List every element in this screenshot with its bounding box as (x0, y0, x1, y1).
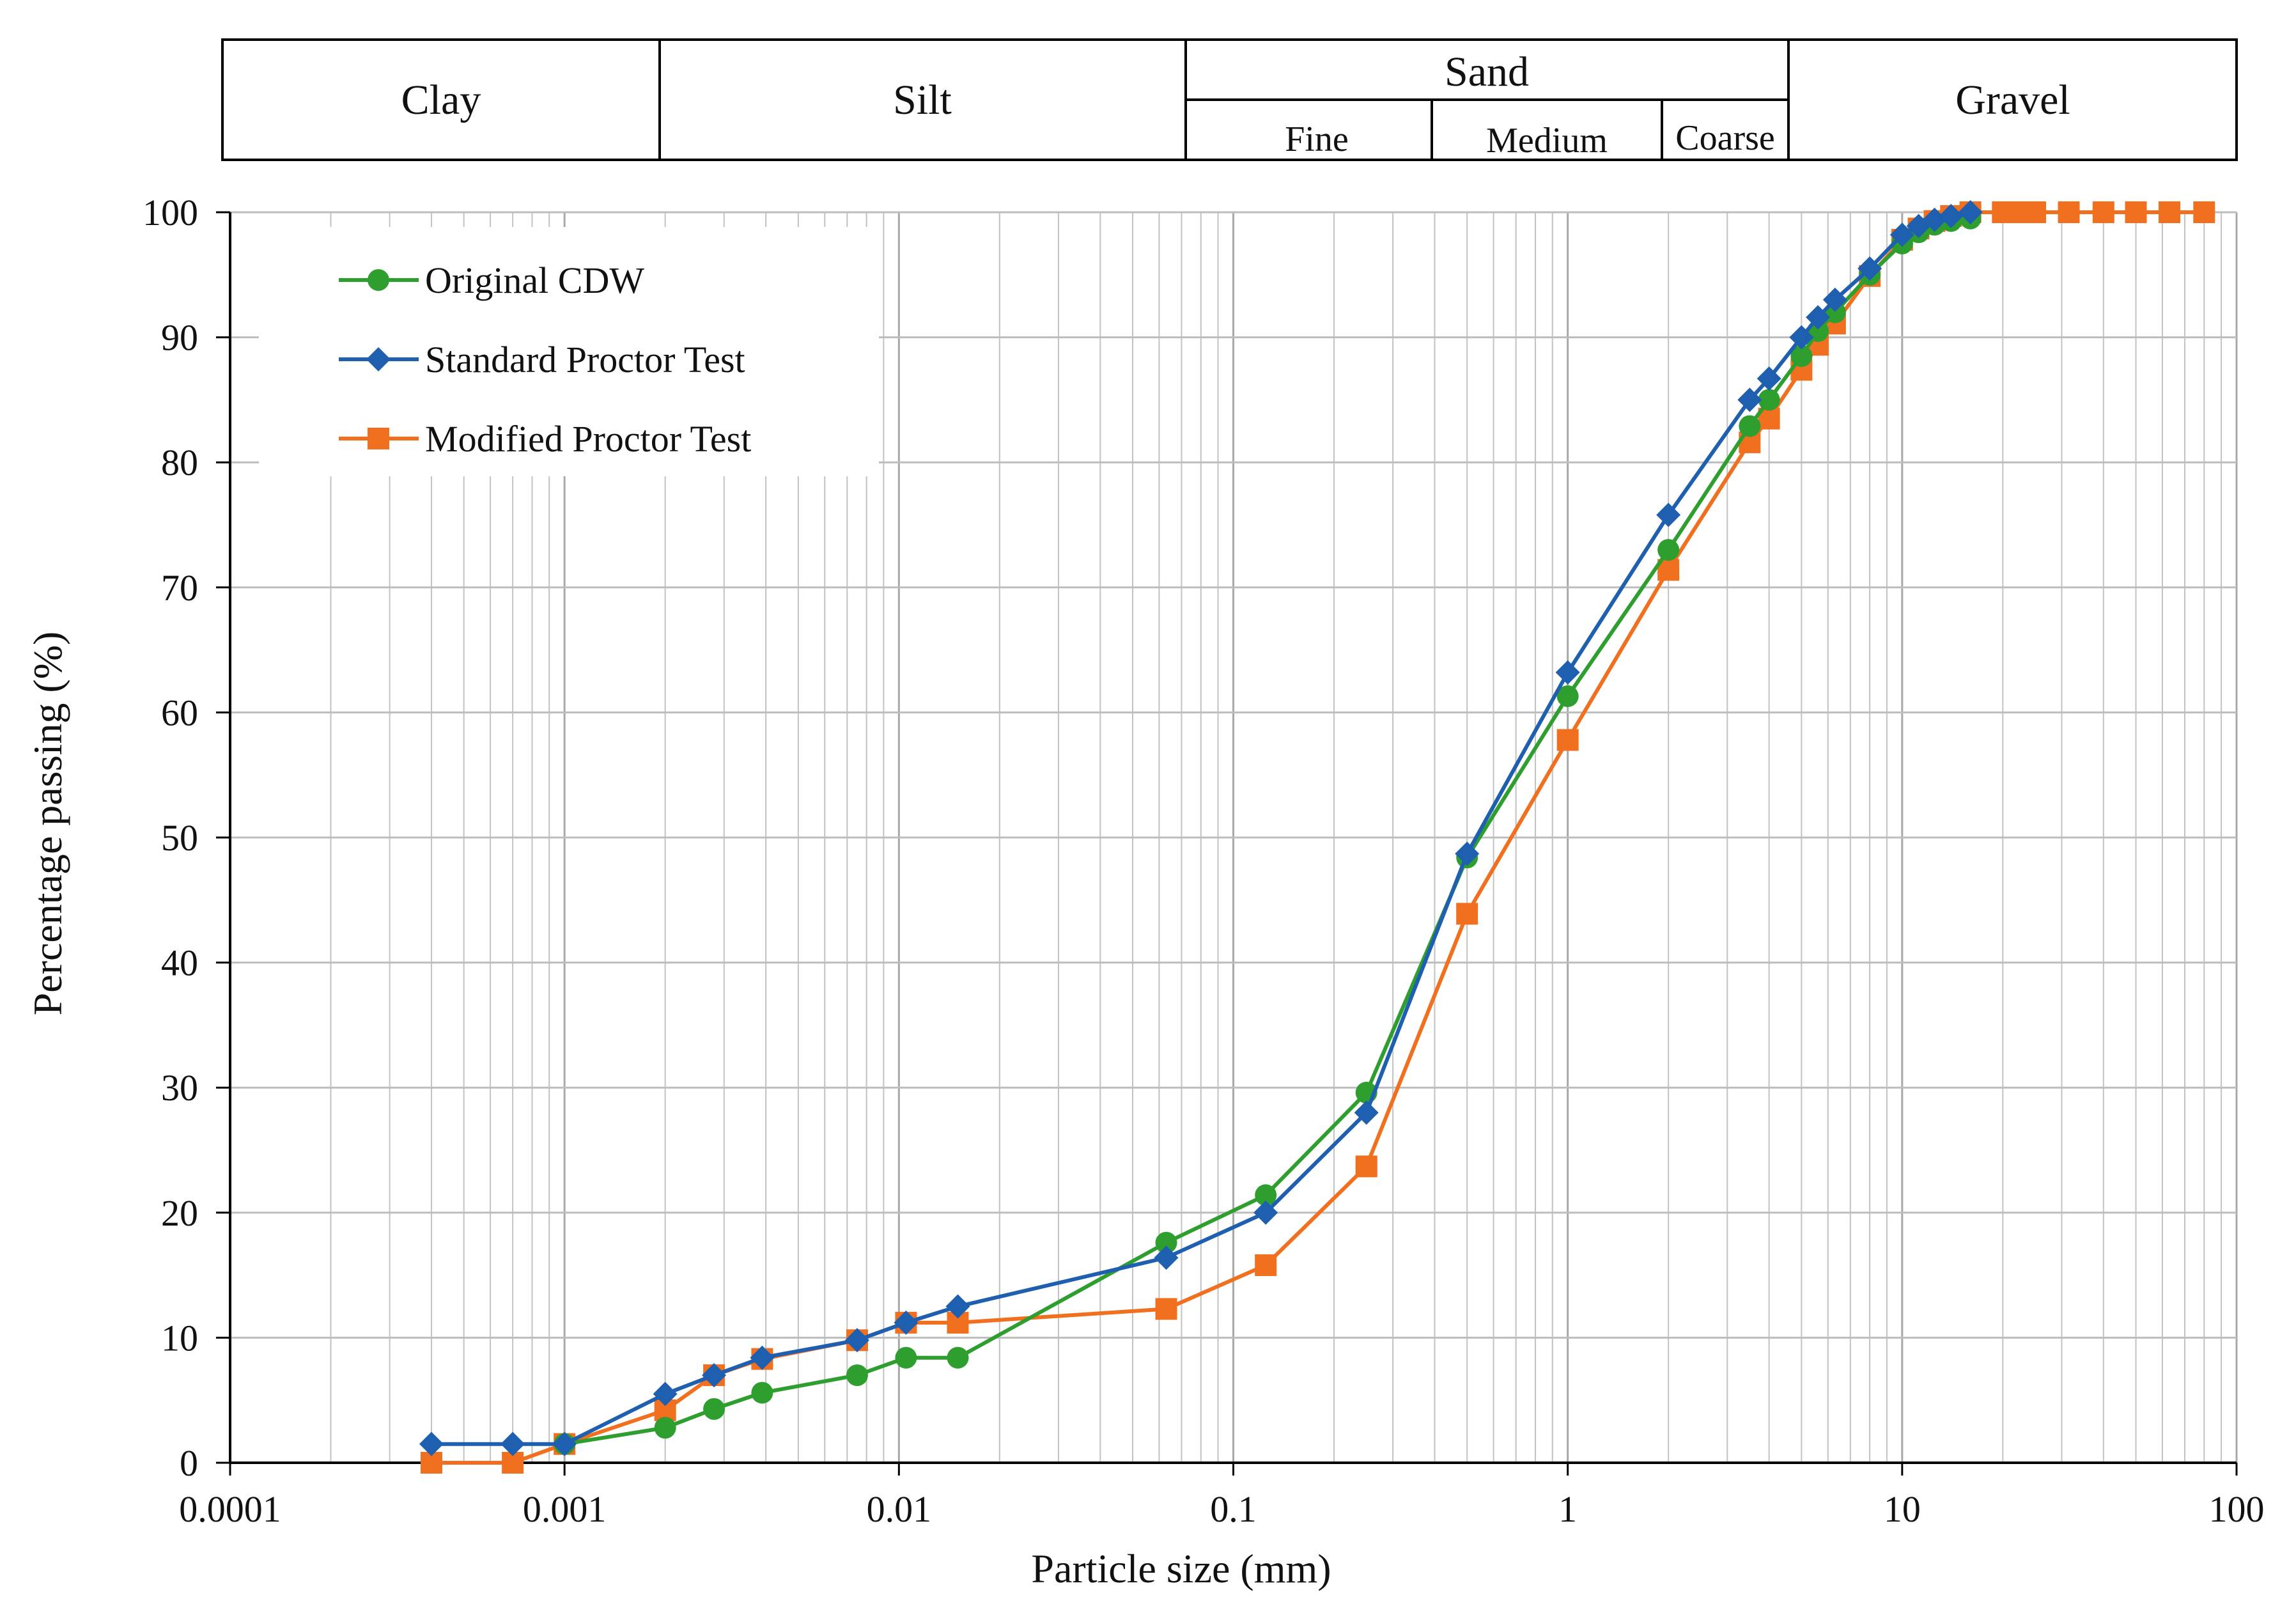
legend-label-standard-proctor-test: Standard Proctor Test (425, 339, 745, 380)
legend-entry-standard-proctor-test: Standard Proctor Test (339, 339, 745, 380)
y-axis-title: Percentage passing (%) (25, 632, 70, 1016)
data-point-modified-proctor-test (2159, 201, 2181, 223)
data-point-standard-proctor-test (653, 1382, 678, 1407)
data-point-original-cdw (1790, 345, 1813, 367)
sand-coarse-label: Coarse (1675, 118, 1775, 158)
data-point-original-cdw (1155, 1231, 1177, 1254)
legend-entry-modified-proctor-test: Modified Proctor Test (339, 418, 751, 460)
data-point-original-cdw (1255, 1184, 1277, 1206)
x-axis-title: Particle size (mm) (1031, 1546, 1331, 1591)
legend-entry-original-cdw: Original CDW (339, 260, 644, 301)
data-point-standard-proctor-test (945, 1294, 970, 1319)
x-tick-label: 1 (1558, 1488, 1577, 1530)
sand-label: Sand (1445, 49, 1529, 95)
series-standard-proctor-test (419, 200, 1983, 1456)
chart-legend: Original CDW Standard Proctor Test Modifie… (259, 227, 879, 476)
y-tick-label: 20 (161, 1192, 198, 1234)
y-tick-label: 90 (161, 317, 198, 359)
data-point-modified-proctor-test (2024, 201, 2047, 223)
data-point-standard-proctor-test (1922, 207, 1947, 232)
legend-marker-modified-proctor-test (368, 428, 389, 449)
data-point-original-cdw (895, 1346, 917, 1369)
x-tick-label: 0.0001 (179, 1488, 281, 1530)
y-tick-label: 50 (161, 817, 198, 859)
data-point-original-cdw (1657, 539, 1680, 561)
data-point-standard-proctor-test (1806, 305, 1831, 330)
data-point-standard-proctor-test (1822, 287, 1847, 312)
data-point-standard-proctor-test (552, 1431, 577, 1456)
data-point-standard-proctor-test (702, 1363, 727, 1388)
x-tick-label: 10 (1884, 1488, 1921, 1530)
y-tick-label: 10 (161, 1317, 198, 1359)
y-tick-label: 40 (161, 942, 198, 984)
legend-label-original-cdw: Original CDW (425, 260, 644, 301)
data-point-standard-proctor-test (1858, 256, 1882, 281)
sand-medium-label: Medium (1486, 121, 1608, 160)
legend-label-modified-proctor-test: Modified Proctor Test (425, 418, 751, 460)
data-point-modified-proctor-test (2092, 201, 2114, 223)
data-point-modified-proctor-test (1556, 729, 1579, 751)
data-point-standard-proctor-test (1253, 1200, 1278, 1225)
x-tick-label: 0.1 (1210, 1488, 1257, 1530)
data-point-original-cdw (703, 1398, 725, 1420)
x-tick-label: 0.01 (867, 1488, 932, 1530)
data-point-original-cdw (1739, 415, 1761, 437)
data-point-standard-proctor-test (844, 1328, 869, 1353)
silt-label: Silt (893, 77, 952, 123)
data-point-original-cdw (751, 1382, 773, 1404)
data-point-standard-proctor-test (1789, 325, 1814, 350)
classification-table-frame (221, 38, 2238, 161)
data-point-modified-proctor-test (2125, 201, 2147, 223)
data-point-standard-proctor-test (1455, 841, 1480, 866)
data-point-standard-proctor-test (894, 1310, 919, 1335)
plot-axes: 0 10 20 30 40 50 60 70 80 90 100 0.0001 0.001 0.01 0.1… (143, 192, 2265, 1530)
data-point-standard-proctor-test (1737, 387, 1762, 412)
data-point-original-cdw (1556, 685, 1579, 707)
data-point-standard-proctor-test (1656, 503, 1681, 527)
x-tick-label: 100 (2209, 1488, 2265, 1530)
data-point-modified-proctor-test (2193, 201, 2215, 223)
y-tick-label: 80 (161, 442, 198, 483)
y-tick-label: 60 (161, 692, 198, 733)
y-tick-label: 30 (161, 1067, 198, 1109)
data-point-original-cdw (654, 1417, 676, 1439)
soil-classification-table: Clay Silt Sand Fine Medium Coarse Gravel (221, 38, 2238, 161)
data-point-original-cdw (1758, 389, 1780, 411)
data-point-standard-proctor-test (1939, 203, 1964, 228)
legend-background (259, 227, 879, 476)
data-point-standard-proctor-test (419, 1431, 444, 1456)
legend-marker-original-cdw (368, 269, 389, 291)
data-point-standard-proctor-test (1154, 1245, 1179, 1270)
data-series (419, 200, 2215, 1474)
data-point-original-cdw (846, 1364, 868, 1387)
data-point-original-cdw (947, 1346, 969, 1369)
data-point-modified-proctor-test (2058, 201, 2080, 223)
legend-marker-standard-proctor-test (366, 347, 391, 371)
data-point-modified-proctor-test (1155, 1298, 1177, 1320)
gravel-label: Gravel (1955, 77, 2070, 123)
sand-fine-label: Fine (1285, 120, 1349, 159)
x-tick-label: 0.001 (523, 1488, 607, 1530)
data-point-standard-proctor-test (1958, 200, 1983, 224)
data-point-modified-proctor-test (1456, 903, 1478, 925)
data-point-standard-proctor-test (500, 1431, 525, 1456)
y-tick-label: 70 (161, 567, 198, 609)
data-point-standard-proctor-test (1889, 222, 1914, 247)
data-point-standard-proctor-test (750, 1345, 775, 1370)
data-point-standard-proctor-test (1757, 366, 1781, 391)
clay-label: Clay (401, 77, 481, 123)
data-point-standard-proctor-test (1354, 1100, 1379, 1125)
data-point-modified-proctor-test (1255, 1254, 1277, 1276)
data-point-modified-proctor-test (1355, 1155, 1377, 1178)
y-tick-label: 0 (180, 1442, 198, 1484)
y-tick-label: 100 (143, 192, 198, 233)
data-point-standard-proctor-test (1555, 660, 1580, 685)
